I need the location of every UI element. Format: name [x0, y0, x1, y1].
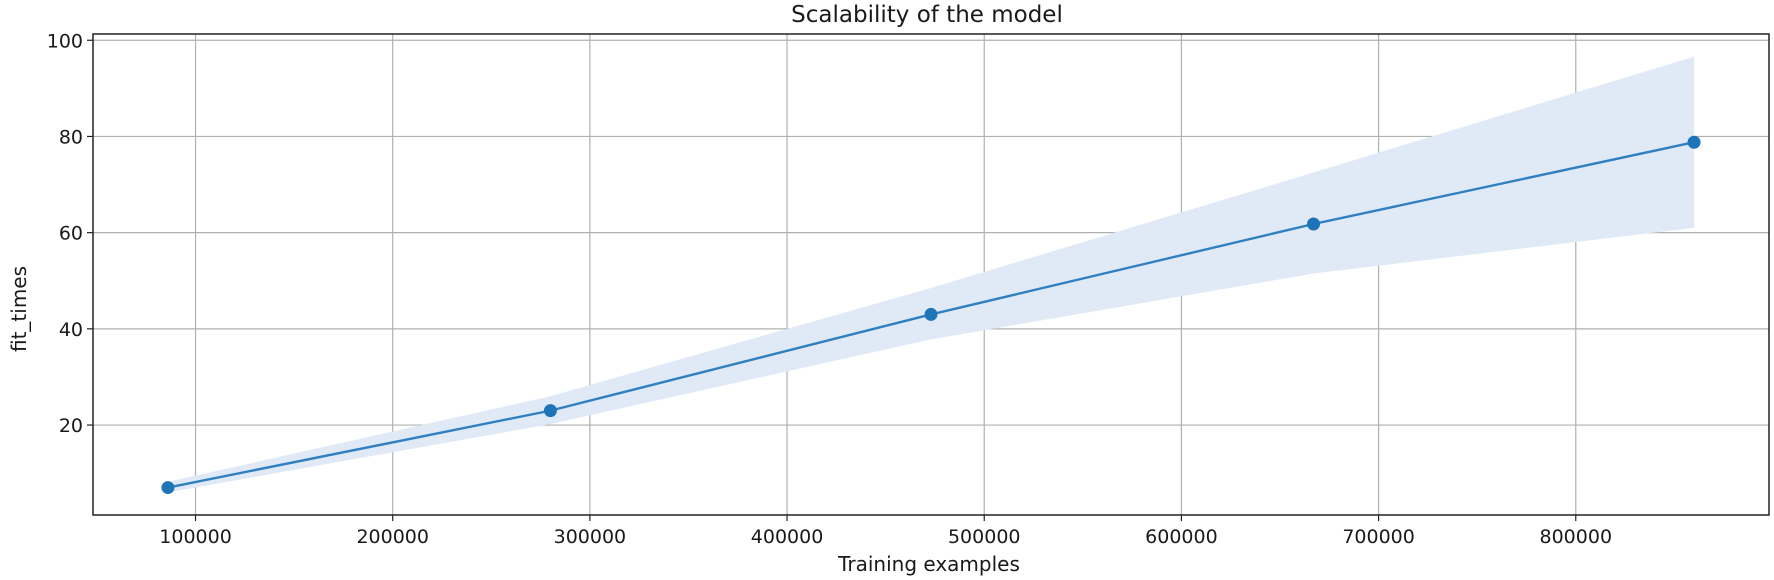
- y-tick-label: 40: [59, 319, 83, 341]
- y-tick-label: 20: [59, 415, 83, 437]
- fit-time-std-band: [167, 56, 1695, 493]
- x-tick-label: 700000: [1342, 526, 1415, 548]
- x-tick-label: 800000: [1540, 526, 1613, 548]
- confidence-band: [167, 56, 1695, 493]
- data-points: [161, 135, 1701, 495]
- data-point: [924, 307, 938, 321]
- plot-frame: [92, 33, 1770, 516]
- data-point: [161, 481, 175, 495]
- chart-title: Scalability of the model: [791, 2, 1063, 28]
- data-point: [1687, 135, 1701, 149]
- x-tick-label: 500000: [948, 526, 1021, 548]
- y-tick-label: 80: [59, 126, 83, 148]
- y-axis-ticks: 20 40 60 80 100: [47, 30, 93, 437]
- x-axis-label: Training examples: [837, 552, 1020, 576]
- y-tick-label: 100: [47, 30, 83, 52]
- y-axis-label: fit_times: [7, 266, 31, 352]
- data-point: [543, 404, 557, 418]
- x-axis-ticks: 100000 200000 300000 400000 500000 600000 7000…: [159, 515, 1612, 548]
- x-tick-label: 600000: [1145, 526, 1218, 548]
- x-tick-label: 100000: [159, 526, 232, 548]
- data-point: [1307, 217, 1321, 231]
- x-tick-label: 400000: [751, 526, 824, 548]
- x-tick-label: 200000: [356, 526, 429, 548]
- x-tick-label: 300000: [554, 526, 627, 548]
- y-tick-label: 60: [59, 223, 83, 245]
